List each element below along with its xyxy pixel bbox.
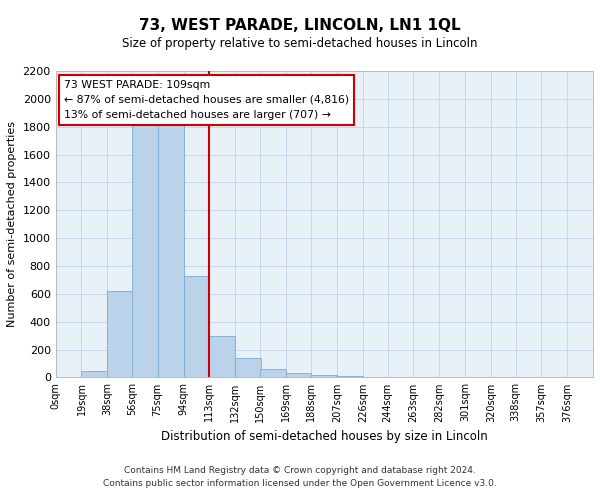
Text: 73 WEST PARADE: 109sqm
← 87% of semi-detached houses are smaller (4,816)
13% of : 73 WEST PARADE: 109sqm ← 87% of semi-det… (64, 80, 349, 120)
Bar (209, 336, 235, 378)
Y-axis label: Number of semi-detached properties: Number of semi-detached properties (7, 121, 17, 327)
Text: Size of property relative to semi-detached houses in Lincoln: Size of property relative to semi-detach… (122, 38, 478, 51)
Bar (107, 291, 133, 378)
Text: 73, WEST PARADE, LINCOLN, LN1 1QL: 73, WEST PARADE, LINCOLN, LN1 1QL (139, 18, 461, 32)
Bar (337, 376, 363, 378)
Bar (260, 369, 286, 378)
Bar (132, 122, 158, 378)
Text: Contains HM Land Registry data © Crown copyright and database right 2024.
Contai: Contains HM Land Registry data © Crown c… (103, 466, 497, 487)
Bar (82, 370, 107, 378)
Bar (56, 377, 82, 378)
Bar (311, 374, 337, 378)
Bar (363, 377, 389, 378)
Bar (235, 358, 261, 378)
Bar (158, 126, 184, 378)
X-axis label: Distribution of semi-detached houses by size in Lincoln: Distribution of semi-detached houses by … (161, 430, 488, 443)
Bar (286, 372, 311, 378)
Bar (184, 276, 209, 378)
